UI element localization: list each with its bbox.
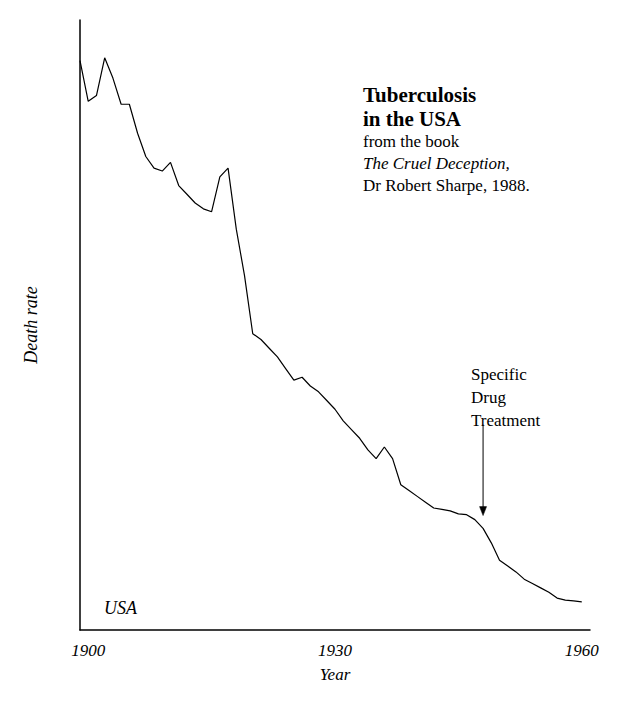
svg-text:in the USA: in the USA: [363, 107, 462, 131]
svg-text:1900: 1900: [71, 641, 106, 660]
svg-text:from the book: from the book: [363, 132, 460, 151]
svg-text:Drug: Drug: [471, 388, 506, 407]
svg-text:1930: 1930: [318, 641, 353, 660]
svg-text:The Cruel Deception,: The Cruel Deception,: [363, 154, 510, 173]
svg-text:Treatment: Treatment: [471, 411, 541, 430]
svg-text:Tuberculosis: Tuberculosis: [363, 83, 476, 107]
svg-text:Specific: Specific: [471, 365, 527, 384]
svg-text:Year: Year: [320, 665, 351, 684]
svg-text:1960: 1960: [565, 641, 600, 660]
svg-text:Dr Robert Sharpe, 1988.: Dr Robert Sharpe, 1988.: [363, 176, 530, 195]
svg-text:USA: USA: [104, 598, 138, 618]
svg-text:Death rate: Death rate: [21, 286, 41, 364]
